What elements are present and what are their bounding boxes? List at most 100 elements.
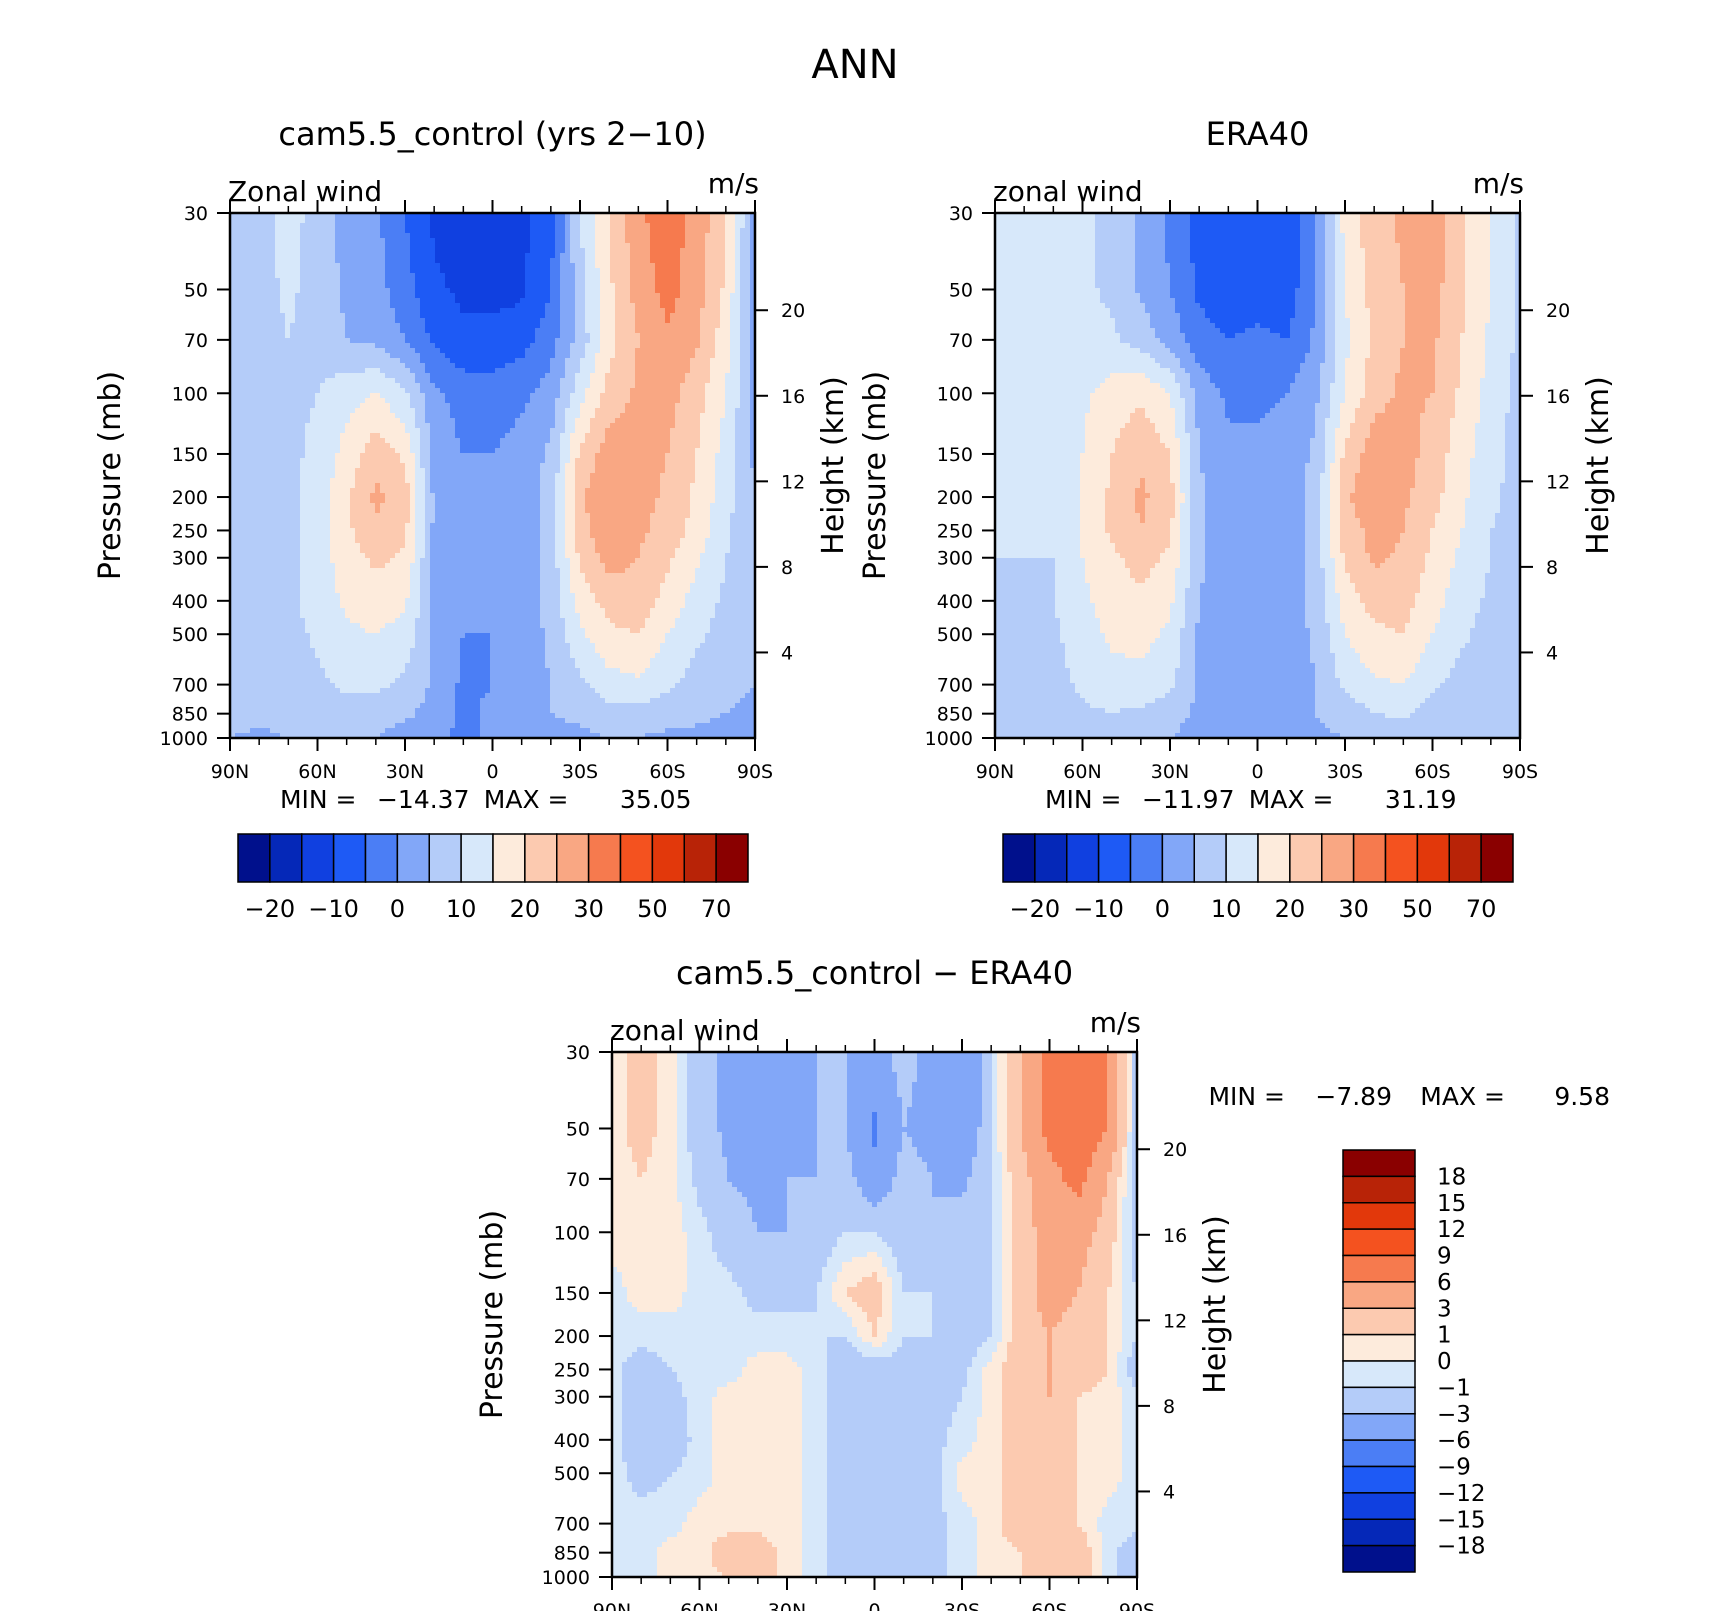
contour-band xyxy=(892,1282,903,1288)
contour-band xyxy=(585,508,656,514)
contour-band xyxy=(997,1052,1008,1058)
contour-band xyxy=(740,238,751,244)
panel-left-label: zonal wind xyxy=(610,1014,760,1047)
contour-band xyxy=(612,1147,633,1153)
contour-band xyxy=(1117,1092,1128,1098)
contour-band xyxy=(1052,1342,1108,1348)
contour-band xyxy=(995,358,1156,364)
contour-band xyxy=(1345,298,1366,304)
contour-band xyxy=(1315,298,1326,304)
contour-band xyxy=(717,1567,778,1573)
contour-band xyxy=(650,528,686,534)
contour-band xyxy=(1205,503,1306,509)
contour-band xyxy=(802,1417,828,1423)
contour-band xyxy=(585,278,601,284)
contour-band xyxy=(365,448,396,454)
contour-band xyxy=(1340,403,1361,409)
contour-band xyxy=(415,528,426,534)
x-tick-label: 0 xyxy=(1251,761,1263,783)
contour-band xyxy=(1175,498,1186,504)
contour-band xyxy=(1185,608,1201,614)
contour-band xyxy=(995,503,1081,509)
contour-band xyxy=(827,1357,973,1363)
contour-band xyxy=(1132,1162,1138,1168)
contour-band xyxy=(1315,228,1326,234)
contour-band xyxy=(335,243,386,249)
contour-band xyxy=(305,213,336,219)
contour-band xyxy=(992,1192,1003,1198)
contour-band xyxy=(230,258,276,264)
contour-band xyxy=(1175,508,1181,514)
contour-band xyxy=(1122,1432,1138,1438)
contour-band xyxy=(1400,273,1446,279)
contour-band xyxy=(612,1322,853,1328)
contour-band xyxy=(842,1307,863,1313)
contour-band xyxy=(555,538,566,544)
contour-band xyxy=(1127,1147,1133,1153)
contour-band xyxy=(585,503,656,509)
contour-band xyxy=(615,293,631,299)
contour-band xyxy=(230,593,301,599)
contour-band xyxy=(682,1457,713,1463)
contour-band xyxy=(1490,248,1516,254)
contour-band xyxy=(405,228,431,234)
contour-band xyxy=(1505,478,1521,484)
contour-band xyxy=(752,1217,788,1223)
contour-band xyxy=(680,258,706,264)
contour-band xyxy=(650,658,691,664)
contour-band xyxy=(1002,1197,1013,1203)
contour-band xyxy=(1330,538,1341,544)
contour-band xyxy=(415,533,426,539)
contour-band xyxy=(857,1327,873,1333)
contour-band xyxy=(852,1172,898,1178)
contour-band xyxy=(570,248,586,254)
contour-band xyxy=(640,628,671,634)
contour-band xyxy=(1450,433,1476,439)
contour-band xyxy=(230,463,301,469)
contour-band xyxy=(700,558,726,564)
contour-band xyxy=(270,728,386,734)
contour-band xyxy=(445,278,526,284)
contour-band xyxy=(872,1112,878,1118)
contour-band xyxy=(1112,1282,1123,1288)
contour-band xyxy=(1350,498,1411,504)
contour-band xyxy=(625,228,651,234)
contour-band xyxy=(275,223,301,229)
contour-band xyxy=(995,558,1056,564)
contour-band xyxy=(995,628,1061,634)
contour-band xyxy=(1345,633,1431,639)
contour-band xyxy=(1330,483,1341,489)
contour-band xyxy=(230,648,316,654)
contour-band xyxy=(1107,1077,1118,1083)
contour-band xyxy=(1112,1152,1123,1158)
contour-band xyxy=(612,1497,698,1503)
contour-band xyxy=(1300,228,1316,234)
contour-band xyxy=(1062,1312,1108,1318)
contour-band xyxy=(740,233,751,239)
contour-band xyxy=(615,298,631,304)
contour-band xyxy=(610,258,631,264)
contour-band xyxy=(787,1182,858,1188)
contour-band xyxy=(917,1147,978,1153)
contour-band xyxy=(957,1402,983,1408)
contour-band xyxy=(687,1097,718,1103)
contour-band xyxy=(1420,413,1456,419)
contour-band xyxy=(1395,238,1446,244)
contour-band xyxy=(1122,1267,1133,1273)
contour-band xyxy=(1260,323,1291,329)
contour-band xyxy=(1330,493,1341,499)
contour-band xyxy=(1500,503,1521,509)
contour-band xyxy=(802,1402,828,1408)
contour-band xyxy=(1295,373,1321,379)
contour-band xyxy=(550,278,561,284)
contour-band xyxy=(1455,393,1481,399)
contour-band xyxy=(627,1297,683,1303)
contour-band xyxy=(685,218,711,224)
contour-band xyxy=(1037,1277,1083,1283)
contour-band xyxy=(995,518,1081,524)
contour-band xyxy=(1180,663,1196,669)
contour-band xyxy=(1150,648,1181,654)
contour-band xyxy=(1077,1477,1123,1483)
contour-band xyxy=(827,1342,853,1348)
contour-band xyxy=(1500,483,1521,489)
